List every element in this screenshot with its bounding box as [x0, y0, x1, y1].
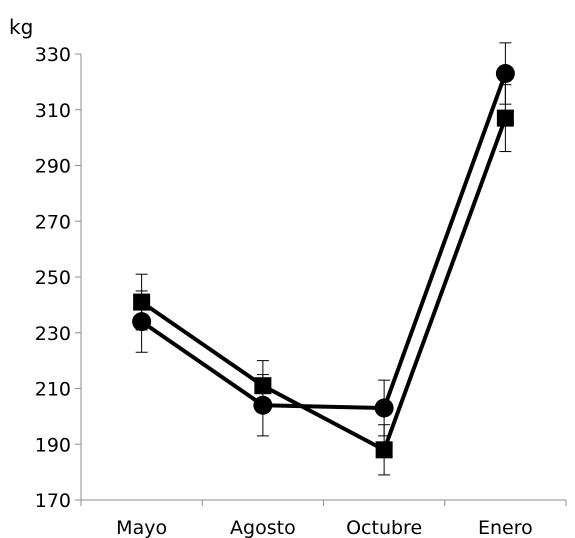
circle-marker	[495, 64, 515, 84]
x-tick-label: Octubre	[346, 517, 422, 538]
x-tick-label: Enero	[478, 517, 533, 538]
x-axis-ticks: Mayo Agosto Octubre Enero	[80, 500, 567, 538]
y-tick-label: 190	[35, 434, 71, 456]
y-axis-unit-label: kg	[9, 15, 33, 39]
y-tick-label: 170	[35, 490, 71, 512]
y-tick-label: 230	[35, 323, 71, 345]
circle-marker	[132, 312, 152, 332]
circle-marker	[253, 395, 273, 415]
y-tick-label: 330	[35, 44, 71, 66]
data-markers	[132, 64, 515, 459]
y-tick-label: 210	[35, 379, 71, 401]
y-tick-label: 270	[35, 211, 71, 233]
square-marker	[254, 377, 272, 395]
square-marker	[375, 441, 393, 459]
y-axis-ticks: 170 190 210 230 250 270 290 310 330	[35, 44, 81, 512]
y-tick-label: 290	[35, 156, 71, 178]
y-tick-label: 250	[35, 267, 71, 289]
x-tick-label: Mayo	[116, 517, 167, 538]
y-tick-label: 310	[35, 100, 71, 122]
x-tick-label: Agosto	[230, 517, 296, 538]
series-line-circle	[140, 72, 508, 411]
series-lines	[140, 72, 508, 452]
square-marker	[133, 293, 151, 311]
square-marker	[496, 109, 514, 127]
series-line-square	[140, 117, 508, 452]
circle-marker	[374, 398, 394, 418]
